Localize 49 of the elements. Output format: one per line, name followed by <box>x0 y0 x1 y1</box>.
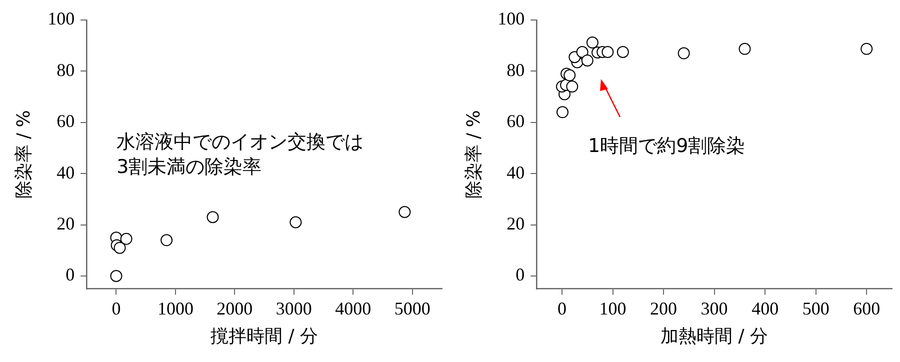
x-axis-title: 撹拌時間 / 分 <box>210 326 318 347</box>
point <box>860 42 873 55</box>
x-tick-label: 100 <box>599 298 626 318</box>
y-tick-label: 60 <box>506 111 525 132</box>
point <box>576 46 588 58</box>
point <box>120 232 132 245</box>
x-tick-label: 3000 <box>276 298 312 318</box>
x-tick-label: 300 <box>700 298 728 318</box>
point <box>290 216 302 228</box>
y-tick-label: 40 <box>56 162 75 182</box>
y-axis-title: 除染率 / % <box>463 110 484 199</box>
x-tick-label: 400 <box>752 298 779 318</box>
annotation: 水溶液中でのイオン交換では 3割未満の除染率 <box>116 130 364 178</box>
point <box>678 47 690 60</box>
point <box>206 211 219 224</box>
point <box>738 42 751 55</box>
x-axis-title: 加熱時間 / 分 <box>660 326 768 347</box>
x-tick-label: 4000 <box>335 298 372 318</box>
annotation: 1時間で約9割除染 <box>588 135 746 158</box>
y-tick-label: 100 <box>498 8 525 29</box>
x-tick-label: 1000 <box>157 298 194 318</box>
x-tick-label: 500 <box>802 298 830 318</box>
x-tick-label: 200 <box>650 298 678 318</box>
y-tick-label: 100 <box>48 8 75 29</box>
y-tick-label: 0 <box>516 264 525 285</box>
y-tick-label: 80 <box>56 60 75 80</box>
x-tick-label: 600 <box>853 298 880 318</box>
point <box>110 270 122 282</box>
point <box>616 46 629 58</box>
y-tick-label: 40 <box>506 162 525 182</box>
point <box>114 242 126 254</box>
y-tick-label: 60 <box>56 111 75 132</box>
x-tick-label: 2000 <box>216 298 253 318</box>
y-axis-title: 除染率 / % <box>13 110 34 199</box>
x-tick-label: 0 <box>112 298 121 318</box>
point <box>586 36 598 49</box>
point <box>556 106 568 118</box>
y-tick-label: 80 <box>506 60 525 80</box>
x-tick-label: 0 <box>557 298 566 318</box>
point <box>602 46 614 58</box>
point <box>564 69 576 82</box>
y-tick-label: 20 <box>506 214 525 234</box>
point <box>160 234 173 246</box>
y-tick-label: 20 <box>56 214 75 234</box>
y-tick-label: 0 <box>66 264 75 285</box>
x-tick-label: 5000 <box>394 298 430 318</box>
point <box>566 80 578 93</box>
point <box>398 206 411 218</box>
point <box>581 54 594 66</box>
